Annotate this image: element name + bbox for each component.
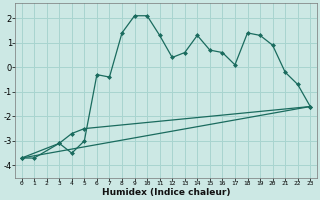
X-axis label: Humidex (Indice chaleur): Humidex (Indice chaleur) <box>102 188 230 197</box>
